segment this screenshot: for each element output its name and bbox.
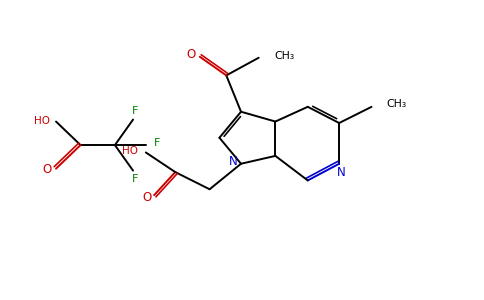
Text: F: F	[132, 106, 139, 116]
Text: N: N	[337, 166, 346, 179]
Text: F: F	[132, 174, 139, 184]
Text: HO: HO	[122, 146, 138, 157]
Text: O: O	[43, 163, 52, 176]
Text: O: O	[142, 191, 151, 204]
Text: CH₃: CH₃	[274, 51, 294, 61]
Text: CH₃: CH₃	[386, 99, 407, 110]
Text: O: O	[187, 48, 196, 61]
Text: N: N	[229, 155, 238, 168]
Text: HO: HO	[34, 116, 50, 126]
Text: F: F	[153, 138, 160, 148]
